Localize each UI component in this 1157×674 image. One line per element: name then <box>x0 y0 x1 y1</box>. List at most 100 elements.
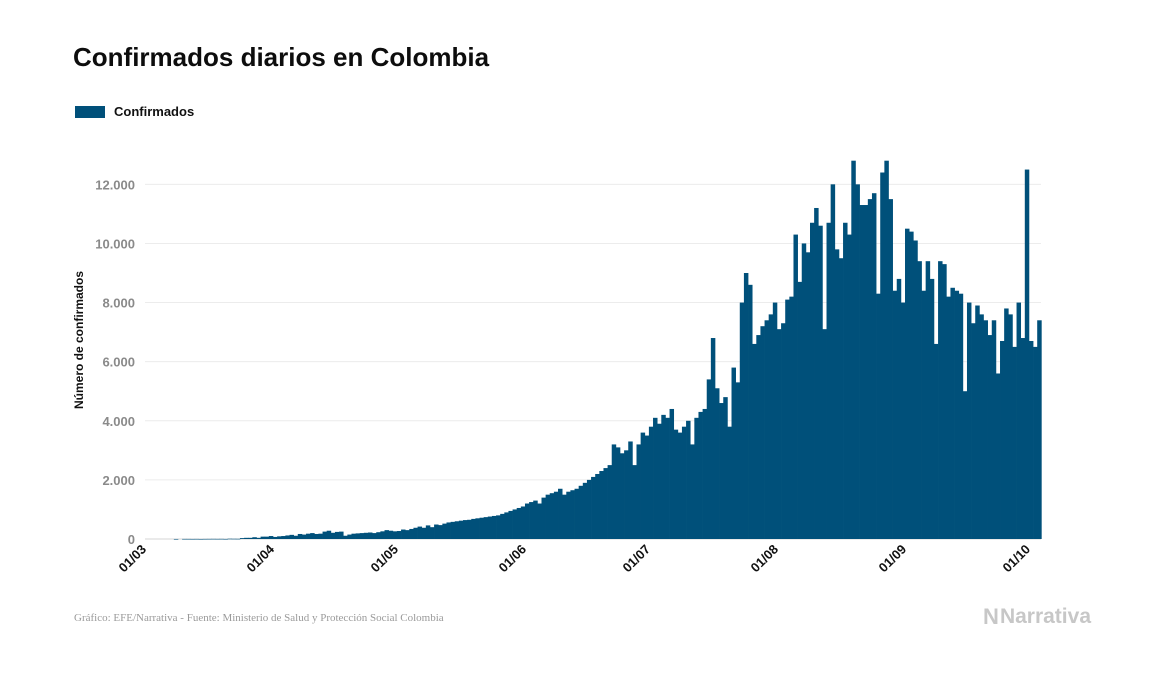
bar <box>867 199 873 540</box>
bar <box>438 525 443 539</box>
bar <box>719 403 724 539</box>
gridlines <box>145 183 1041 540</box>
bar <box>995 373 1001 539</box>
bar <box>748 284 753 539</box>
bar <box>574 488 580 539</box>
bar <box>206 538 212 540</box>
bar <box>909 231 914 539</box>
bar <box>690 444 695 539</box>
legend-label: Confirmados <box>114 104 195 119</box>
bar <box>297 533 303 539</box>
bar <box>921 290 927 539</box>
bar <box>322 531 328 539</box>
bar <box>983 320 988 539</box>
bar <box>591 476 596 539</box>
bar <box>876 293 881 539</box>
bar <box>227 538 233 540</box>
bar <box>657 423 662 539</box>
bar <box>566 491 571 539</box>
bar <box>384 530 389 539</box>
bar <box>252 537 257 539</box>
bar <box>487 516 493 539</box>
bar <box>388 530 394 539</box>
bar <box>417 526 423 539</box>
bar <box>760 326 765 539</box>
bar <box>372 533 377 539</box>
bar <box>966 302 972 539</box>
bar <box>793 234 798 539</box>
x-tick-label: 01/06 <box>496 542 530 576</box>
bar <box>467 519 472 539</box>
bar <box>306 533 311 539</box>
bar <box>830 184 836 539</box>
bar <box>281 536 286 539</box>
bar <box>231 538 237 540</box>
bar <box>454 521 460 539</box>
bar <box>822 329 827 539</box>
bar <box>471 518 476 539</box>
bar <box>888 199 893 540</box>
bar <box>396 531 402 539</box>
bar <box>219 538 224 540</box>
bar <box>401 529 406 539</box>
bar <box>1016 302 1022 539</box>
bar <box>239 538 245 539</box>
bar <box>859 205 865 539</box>
bar <box>843 222 848 539</box>
bar <box>900 302 906 539</box>
bar <box>553 491 559 539</box>
bar <box>607 465 613 539</box>
bar <box>190 538 195 540</box>
bar <box>1024 169 1030 539</box>
bar <box>615 447 621 539</box>
bar <box>731 367 736 539</box>
y-tick-label: 10.000 <box>95 236 135 251</box>
bar <box>475 518 480 539</box>
bar <box>442 523 447 539</box>
bar <box>248 537 253 539</box>
bar <box>677 432 683 539</box>
bar <box>756 335 761 539</box>
y-tick-label: 6.000 <box>102 355 135 370</box>
bar <box>644 435 650 539</box>
bar <box>805 252 811 539</box>
bar <box>826 222 831 539</box>
bar <box>421 527 427 539</box>
bar <box>954 290 960 539</box>
bar <box>194 538 199 540</box>
bar <box>599 471 604 539</box>
narrativa-logo-icon: N <box>983 604 999 629</box>
bar <box>880 172 885 539</box>
bar <box>946 296 951 539</box>
bar <box>413 527 418 539</box>
x-axis-ticks: 01/03 01/04 01/05 01/06 01/07 01/08 01/09 01/10 <box>116 541 1034 575</box>
bar <box>330 532 336 539</box>
bar <box>752 343 757 539</box>
bar <box>405 530 410 539</box>
bar <box>706 379 712 539</box>
bar <box>537 503 542 539</box>
bar <box>653 417 658 539</box>
bar <box>648 426 654 539</box>
bar <box>665 417 670 539</box>
bar <box>347 534 352 539</box>
bar <box>289 534 294 539</box>
bar <box>533 500 538 539</box>
bar <box>359 533 365 539</box>
bar <box>549 493 555 539</box>
bar <box>686 420 691 539</box>
bar <box>508 510 513 539</box>
x-tick-label: 01/04 <box>244 541 278 575</box>
y-tick-label: 2.000 <box>102 473 135 488</box>
bar <box>797 281 803 539</box>
bar <box>318 533 323 539</box>
bar <box>429 527 435 539</box>
bar <box>1028 340 1034 539</box>
bar <box>496 515 501 539</box>
bar <box>979 314 984 539</box>
bar <box>958 293 964 539</box>
x-tick-label: 01/07 <box>619 542 653 576</box>
bar <box>636 444 641 539</box>
bar <box>558 488 563 539</box>
bar <box>818 225 823 539</box>
